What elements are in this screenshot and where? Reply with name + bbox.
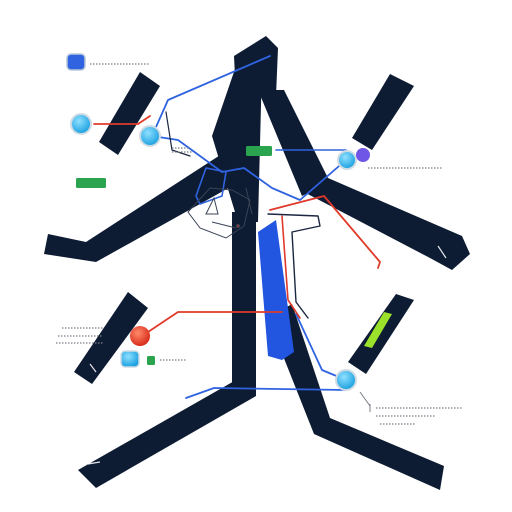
beam-lower-left-leg xyxy=(78,380,256,488)
cyan-node-left-mid[interactable] xyxy=(139,125,161,147)
green-badge-left[interactable] xyxy=(76,178,106,188)
beam-center-pillar xyxy=(232,212,256,396)
purple-node-right-top[interactable] xyxy=(356,148,370,162)
beam-right-lower-stub xyxy=(348,294,414,374)
center-sketch xyxy=(187,187,253,239)
dark-line-right xyxy=(267,213,321,319)
red-line-right xyxy=(269,195,381,269)
red-line-lower xyxy=(141,311,283,337)
dark-line-left xyxy=(165,111,191,157)
blue-line-bottom xyxy=(185,387,347,399)
beam-center-left-diagonal xyxy=(212,66,262,222)
red-line-drop xyxy=(281,215,301,319)
blue-square-node[interactable] xyxy=(66,53,86,71)
frame-beams xyxy=(44,36,470,490)
cyan-node-left-top[interactable] xyxy=(70,113,92,135)
beam-highlights xyxy=(87,245,447,465)
cyan-node-right-lower[interactable] xyxy=(335,369,357,391)
beam-center-right-diagonal xyxy=(258,90,330,196)
beam-left-arm xyxy=(44,150,250,262)
green-badge-small[interactable] xyxy=(147,356,155,365)
lime-bar-right[interactable] xyxy=(364,312,392,348)
blue-line-loop xyxy=(195,167,227,205)
beam-right-upper-stub xyxy=(352,74,414,150)
red-line-top-left xyxy=(93,115,151,125)
cyan-node-left-lower[interactable] xyxy=(120,350,140,368)
nodes xyxy=(66,53,370,391)
beam-right-arm xyxy=(300,178,470,270)
badges xyxy=(76,146,392,365)
label-glyphs xyxy=(56,63,462,425)
blue-band xyxy=(258,220,294,360)
blue-line-mid xyxy=(151,135,347,201)
blue-line-top-left xyxy=(151,55,271,137)
green-badge-top[interactable] xyxy=(246,146,272,156)
cyan-node-right-top[interactable] xyxy=(337,150,357,170)
beam-lower-left-stub xyxy=(74,292,148,384)
red-node-left-lower[interactable] xyxy=(130,326,150,346)
beam-lower-right-leg xyxy=(268,304,444,490)
beam-upper-left-stub xyxy=(99,72,160,155)
